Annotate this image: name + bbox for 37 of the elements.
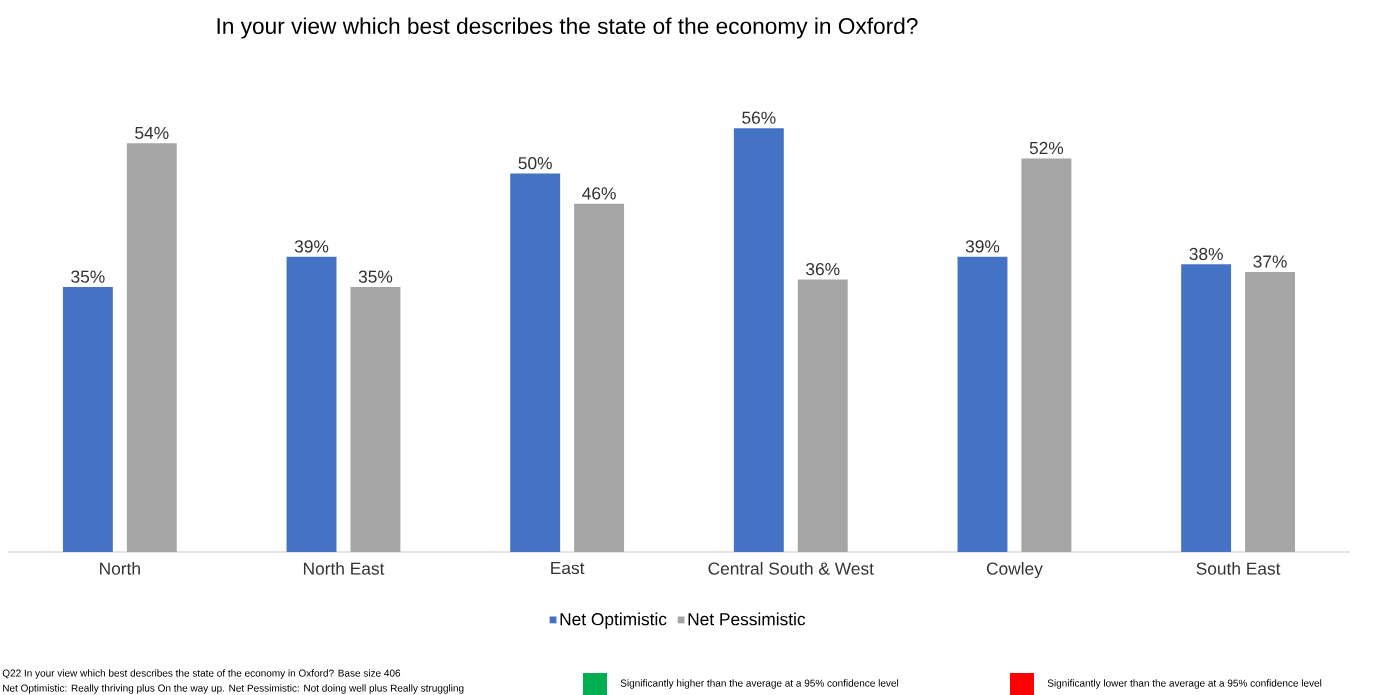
data-label: 54% (135, 126, 169, 140)
data-label: 50% (518, 157, 552, 170)
bar (574, 203, 625, 552)
data-label: 52% (1029, 141, 1064, 155)
text: Significantly lower than the average at a 95% confidence level (1047, 679, 1322, 689)
data-label: 35% (71, 270, 105, 283)
x-tick-label: South East (1196, 562, 1281, 575)
bar (350, 287, 401, 552)
x-tick-label: East (551, 562, 585, 575)
bar (733, 128, 784, 552)
bar (62, 287, 113, 552)
bar (126, 143, 177, 552)
chart-title: In your view which best describes the state of the economy in Oxford? (217, 17, 918, 39)
legend-label: Net Optimistic (560, 612, 667, 629)
data-label: 36% (806, 262, 840, 276)
bar (286, 256, 337, 552)
data-label: 37% (1253, 255, 1287, 268)
text: Net Optimistic: Really thriving plus On the way up. Net Pessimistic: Not doing well plus Really struggling (3, 684, 464, 694)
text: Q22 In your view which best describes the state of the economy in Oxford? Base size 406 (2, 669, 401, 679)
bar (510, 173, 561, 552)
data-label: 39% (965, 240, 1000, 253)
text: Significantly higher than the average at a 95% confidence level (620, 679, 899, 689)
bar (1245, 271, 1296, 552)
data-label: 38% (1189, 247, 1223, 261)
bar (957, 256, 1008, 552)
bar (1021, 158, 1072, 552)
data-label: 39% (294, 240, 329, 253)
x-tick-label: North East (303, 562, 385, 575)
bar (797, 279, 848, 552)
x-tick-label: Cowley (986, 562, 1043, 579)
data-label: 35% (358, 270, 393, 283)
x-tick-label: Central South & West (708, 562, 874, 575)
data-label: 56% (742, 111, 776, 124)
bar (1181, 264, 1232, 552)
data-label: 46% (582, 187, 616, 200)
legend-label: Net Pessimistic (688, 612, 806, 626)
x-tick-label: North (100, 562, 140, 575)
